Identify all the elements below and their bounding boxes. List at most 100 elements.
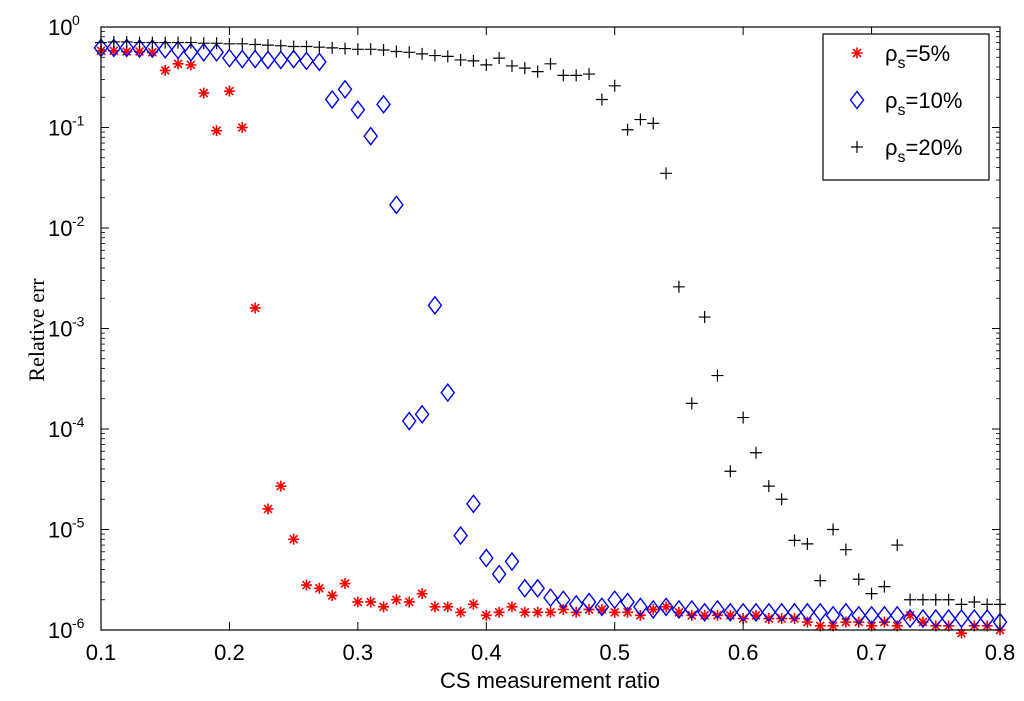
y-tick-exponent: 0 (72, 12, 80, 28)
data-point (839, 543, 852, 556)
data-point (545, 606, 556, 618)
data-point (247, 49, 263, 69)
data-point (761, 602, 777, 622)
data-point (324, 89, 340, 110)
data-point (851, 605, 867, 625)
data-point (466, 494, 481, 514)
y-tick-label: 10 (48, 216, 72, 241)
data-point (172, 36, 185, 49)
data-point (274, 39, 287, 52)
data-point (620, 592, 635, 612)
data-point (234, 49, 250, 69)
legend-marker (849, 90, 865, 110)
data-point (840, 616, 852, 628)
data-point (697, 602, 712, 622)
data-point (377, 44, 390, 57)
data-point (146, 46, 158, 58)
data-point (119, 38, 135, 58)
data-point (609, 606, 621, 618)
data-point (966, 608, 982, 629)
data-point (403, 596, 415, 608)
data-point (108, 45, 120, 57)
data-point (979, 608, 995, 629)
data-point (493, 606, 505, 618)
data-point (722, 602, 738, 622)
data-point (930, 620, 942, 632)
x-tick-label: 0.4 (471, 640, 502, 665)
data-point (442, 601, 454, 613)
legend-marker (851, 141, 863, 153)
data-point (672, 280, 685, 293)
data-point (146, 36, 159, 49)
data-point (505, 59, 518, 72)
data-point (968, 620, 980, 632)
data-point (209, 42, 224, 62)
data-point (170, 40, 186, 60)
data-point (467, 598, 479, 610)
data-point (647, 117, 660, 130)
data-point (891, 620, 903, 632)
data-point (902, 608, 918, 629)
data-point (711, 609, 723, 621)
data-point (737, 613, 749, 625)
data-point (917, 616, 929, 628)
data-point (326, 41, 339, 54)
data-point (735, 602, 751, 622)
data-point (389, 195, 404, 215)
data-point (570, 69, 583, 82)
data-point (428, 49, 441, 62)
data-point (184, 36, 197, 49)
data-point (133, 36, 146, 49)
x-tick-label: 0.7 (856, 640, 887, 665)
data-point (236, 37, 249, 50)
data-point (416, 588, 428, 600)
data-point (326, 590, 338, 602)
data-point (455, 606, 467, 618)
data-point (763, 613, 775, 625)
x-tick-label: 0.5 (599, 640, 630, 665)
data-point (441, 50, 454, 63)
data-point (121, 46, 133, 58)
data-point (673, 606, 685, 618)
data-point (877, 605, 892, 625)
data-point (801, 537, 814, 550)
data-point (401, 411, 417, 431)
data-point (812, 602, 828, 622)
data-point (634, 113, 647, 126)
data-point (478, 548, 494, 568)
data-point (134, 46, 146, 58)
data-point (981, 620, 993, 632)
data-point (107, 35, 120, 48)
data-point (904, 593, 917, 606)
data-point (249, 38, 262, 51)
data-point (941, 608, 957, 629)
data-point (530, 578, 546, 598)
data-point (300, 579, 312, 591)
data-point (390, 594, 402, 606)
data-point (749, 446, 762, 459)
data-point (491, 564, 507, 584)
data-point (273, 50, 289, 70)
data-point (339, 578, 351, 590)
data-point (350, 100, 366, 120)
y-tick-label: 10 (48, 518, 72, 543)
data-point (159, 64, 171, 76)
data-point (364, 43, 377, 56)
data-point (172, 58, 184, 70)
data-point (403, 46, 416, 59)
data-point (504, 551, 520, 572)
x-tick-label: 0.1 (86, 640, 117, 665)
data-point (543, 587, 558, 608)
data-point (774, 602, 790, 622)
data-point (288, 533, 300, 545)
data-point (827, 620, 839, 632)
data-point (943, 620, 955, 632)
data-point (300, 40, 313, 53)
data-point (211, 125, 223, 137)
x-axis-label: CS measurement ratio (440, 668, 660, 693)
data-point (981, 598, 994, 611)
data-point (440, 382, 456, 403)
data-point (955, 627, 967, 639)
data-point (660, 167, 673, 180)
